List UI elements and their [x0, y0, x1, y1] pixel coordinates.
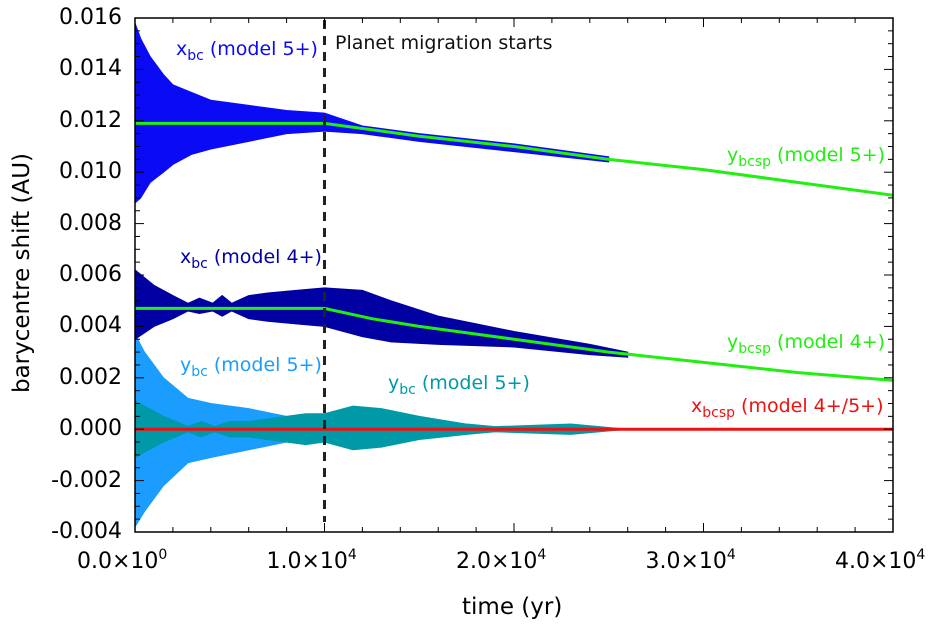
label-xbc-model5: xbc (model 5+)	[176, 38, 318, 64]
label-xbcsp: xbcsp (model 4+/5+)	[691, 395, 884, 421]
y-tick-label: -0.004	[51, 519, 122, 544]
x-tick-label: 3.0×104	[645, 547, 736, 574]
y-tick-label: 0.008	[59, 210, 122, 236]
label-xbc-model4: xbc (model 4+)	[180, 246, 322, 272]
y-tick-label: 0.000	[59, 416, 122, 442]
envelope-xbc4	[134, 268, 629, 358]
y-tick-label: 0.014	[59, 56, 122, 82]
y-tick-label: 0.002	[59, 364, 122, 390]
annotation-migration: Planet migration starts	[335, 32, 553, 54]
x-tick-label: 4.0×104	[835, 547, 926, 574]
envelope-xbc5	[134, 22, 610, 205]
line-ybcsp4	[135, 306, 894, 382]
x-tick-label: 0.0×100	[77, 547, 168, 574]
x-axis-title: time (yr)	[462, 594, 563, 620]
x-tick-label: 2.0×104	[456, 547, 547, 574]
label-ybcsp-model5: ybcsp (model 5+)	[727, 144, 886, 170]
y-tick-label: 0.006	[59, 262, 122, 287]
y-tick-label: 0.012	[59, 107, 122, 133]
label-ybc-model5-teal: ybc (model 5+)	[388, 372, 530, 398]
y-axis-title: barycentre shift (AU)	[9, 152, 35, 394]
line-ybcsp5	[135, 121, 894, 197]
y-tick-label: -0.002	[51, 467, 122, 493]
plot-frame	[134, 17, 894, 533]
y-tick-label: 0.010	[59, 159, 122, 185]
y-tick-label: 0.016	[59, 5, 122, 30]
label-ybc-model5-light: ybc (model 5+)	[180, 354, 322, 380]
label-ybcsp-model4: ybcsp (model 4+)	[727, 331, 886, 357]
x-tick-label: 1.0×104	[266, 547, 357, 574]
y-tick-label: 0.004	[59, 313, 122, 339]
